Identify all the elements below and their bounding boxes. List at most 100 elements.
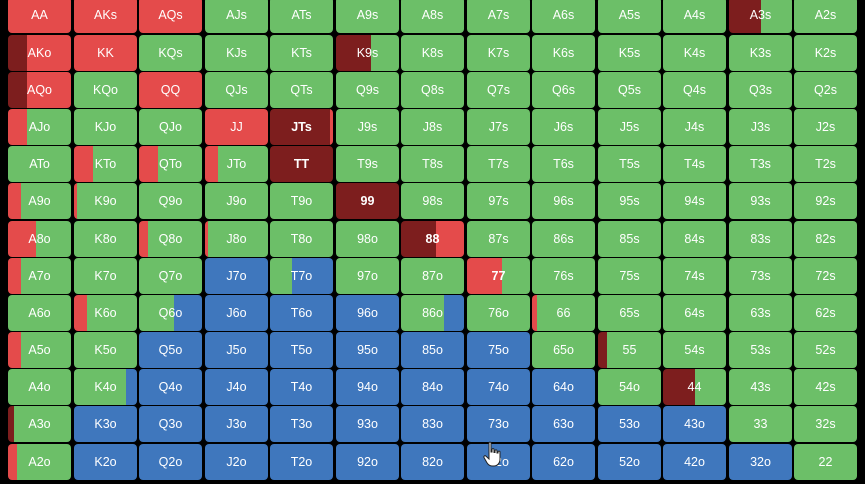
hand-cell-QJs[interactable]: QJs bbox=[205, 72, 268, 108]
hand-cell-T3s[interactable]: T3s bbox=[729, 146, 792, 182]
hand-cell-53o[interactable]: 53o bbox=[598, 406, 661, 442]
hand-cell-64s[interactable]: 64s bbox=[663, 295, 726, 331]
hand-cell-ATo[interactable]: ATo bbox=[8, 146, 71, 182]
hand-cell-98o[interactable]: 98o bbox=[336, 221, 399, 257]
hand-cell-82s[interactable]: 82s bbox=[794, 221, 857, 257]
hand-cell-66[interactable]: 66 bbox=[532, 295, 595, 331]
hand-cell-T6s[interactable]: T6s bbox=[532, 146, 595, 182]
hand-cell-96o[interactable]: 96o bbox=[336, 295, 399, 331]
hand-cell-Q5o[interactable]: Q5o bbox=[139, 332, 202, 368]
hand-cell-87s[interactable]: 87s bbox=[467, 221, 530, 257]
hand-cell-K9o[interactable]: K9o bbox=[74, 183, 137, 219]
hand-cell-A6o[interactable]: A6o bbox=[8, 295, 71, 331]
hand-cell-A4o[interactable]: A4o bbox=[8, 369, 71, 405]
hand-cell-83s[interactable]: 83s bbox=[729, 221, 792, 257]
hand-cell-22[interactable]: 22 bbox=[794, 444, 857, 480]
hand-cell-T5o[interactable]: T5o bbox=[270, 332, 333, 368]
hand-cell-K4o[interactable]: K4o bbox=[74, 369, 137, 405]
hand-cell-Q8s[interactable]: Q8s bbox=[401, 72, 464, 108]
hand-cell-92s[interactable]: 92s bbox=[794, 183, 857, 219]
hand-cell-K8s[interactable]: K8s bbox=[401, 35, 464, 71]
hand-cell-54o[interactable]: 54o bbox=[598, 369, 661, 405]
hand-cell-Q4o[interactable]: Q4o bbox=[139, 369, 202, 405]
hand-cell-JJ[interactable]: JJ bbox=[205, 109, 268, 145]
hand-cell-63s[interactable]: 63s bbox=[729, 295, 792, 331]
hand-cell-K3o[interactable]: K3o bbox=[74, 406, 137, 442]
hand-cell-65o[interactable]: 65o bbox=[532, 332, 595, 368]
hand-cell-ATs[interactable]: ATs bbox=[270, 0, 333, 33]
hand-cell-A3s[interactable]: A3s bbox=[729, 0, 792, 33]
hand-cell-54s[interactable]: 54s bbox=[663, 332, 726, 368]
hand-cell-Q3s[interactable]: Q3s bbox=[729, 72, 792, 108]
hand-cell-52o[interactable]: 52o bbox=[598, 444, 661, 480]
hand-cell-55[interactable]: 55 bbox=[598, 332, 661, 368]
hand-cell-JTo[interactable]: JTo bbox=[205, 146, 268, 182]
hand-cell-Q9s[interactable]: Q9s bbox=[336, 72, 399, 108]
hand-cell-75o[interactable]: 75o bbox=[467, 332, 530, 368]
hand-cell-K7s[interactable]: K7s bbox=[467, 35, 530, 71]
hand-cell-A5o[interactable]: A5o bbox=[8, 332, 71, 368]
hand-cell-96s[interactable]: 96s bbox=[532, 183, 595, 219]
hand-cell-Q6o[interactable]: Q6o bbox=[139, 295, 202, 331]
hand-cell-K4s[interactable]: K4s bbox=[663, 35, 726, 71]
hand-cell-A9s[interactable]: A9s bbox=[336, 0, 399, 33]
hand-cell-33[interactable]: 33 bbox=[729, 406, 792, 442]
hand-cell-94s[interactable]: 94s bbox=[663, 183, 726, 219]
hand-cell-85s[interactable]: 85s bbox=[598, 221, 661, 257]
hand-cell-T2o[interactable]: T2o bbox=[270, 444, 333, 480]
hand-cell-83o[interactable]: 83o bbox=[401, 406, 464, 442]
hand-cell-J4o[interactable]: J4o bbox=[205, 369, 268, 405]
hand-cell-K6s[interactable]: K6s bbox=[532, 35, 595, 71]
hand-cell-A9o[interactable]: A9o bbox=[8, 183, 71, 219]
hand-cell-T7s[interactable]: T7s bbox=[467, 146, 530, 182]
hand-cell-95o[interactable]: 95o bbox=[336, 332, 399, 368]
hand-cell-KTo[interactable]: KTo bbox=[74, 146, 137, 182]
hand-cell-T9o[interactable]: T9o bbox=[270, 183, 333, 219]
hand-cell-AKs[interactable]: AKs bbox=[74, 0, 137, 33]
hand-cell-K5o[interactable]: K5o bbox=[74, 332, 137, 368]
hand-cell-64o[interactable]: 64o bbox=[532, 369, 595, 405]
hand-cell-73o[interactable]: 73o bbox=[467, 406, 530, 442]
hand-cell-J5s[interactable]: J5s bbox=[598, 109, 661, 145]
hand-cell-KJs[interactable]: KJs bbox=[205, 35, 268, 71]
hand-cell-KTs[interactable]: KTs bbox=[270, 35, 333, 71]
hand-cell-93o[interactable]: 93o bbox=[336, 406, 399, 442]
hand-cell-86s[interactable]: 86s bbox=[532, 221, 595, 257]
hand-cell-AQo[interactable]: AQo bbox=[8, 72, 71, 108]
hand-cell-J9s[interactable]: J9s bbox=[336, 109, 399, 145]
hand-cell-J7s[interactable]: J7s bbox=[467, 109, 530, 145]
hand-cell-AQs[interactable]: AQs bbox=[139, 0, 202, 33]
hand-cell-84o[interactable]: 84o bbox=[401, 369, 464, 405]
hand-cell-KQs[interactable]: KQs bbox=[139, 35, 202, 71]
hand-cell-A7s[interactable]: A7s bbox=[467, 0, 530, 33]
hand-cell-J3s[interactable]: J3s bbox=[729, 109, 792, 145]
hand-cell-KQo[interactable]: KQo bbox=[74, 72, 137, 108]
hand-cell-JTs[interactable]: JTs bbox=[270, 109, 333, 145]
hand-cell-43s[interactable]: 43s bbox=[729, 369, 792, 405]
hand-cell-Q6s[interactable]: Q6s bbox=[532, 72, 595, 108]
hand-cell-97s[interactable]: 97s bbox=[467, 183, 530, 219]
hand-cell-95s[interactable]: 95s bbox=[598, 183, 661, 219]
hand-cell-A6s[interactable]: A6s bbox=[532, 0, 595, 33]
hand-cell-42s[interactable]: 42s bbox=[794, 369, 857, 405]
hand-cell-K6o[interactable]: K6o bbox=[74, 295, 137, 331]
hand-cell-KJo[interactable]: KJo bbox=[74, 109, 137, 145]
hand-cell-Q5s[interactable]: Q5s bbox=[598, 72, 661, 108]
hand-cell-72s[interactable]: 72s bbox=[794, 258, 857, 294]
hand-cell-Q7s[interactable]: Q7s bbox=[467, 72, 530, 108]
hand-cell-K3s[interactable]: K3s bbox=[729, 35, 792, 71]
hand-cell-Q9o[interactable]: Q9o bbox=[139, 183, 202, 219]
hand-cell-K8o[interactable]: K8o bbox=[74, 221, 137, 257]
hand-cell-J2o[interactable]: J2o bbox=[205, 444, 268, 480]
hand-cell-QJo[interactable]: QJo bbox=[139, 109, 202, 145]
hand-cell-97o[interactable]: 97o bbox=[336, 258, 399, 294]
hand-cell-AKo[interactable]: AKo bbox=[8, 35, 71, 71]
hand-cell-T2s[interactable]: T2s bbox=[794, 146, 857, 182]
hand-cell-65s[interactable]: 65s bbox=[598, 295, 661, 331]
hand-cell-75s[interactable]: 75s bbox=[598, 258, 661, 294]
hand-cell-TT[interactable]: TT bbox=[270, 146, 333, 182]
hand-cell-QQ[interactable]: QQ bbox=[139, 72, 202, 108]
hand-cell-T4o[interactable]: T4o bbox=[270, 369, 333, 405]
hand-cell-42o[interactable]: 42o bbox=[663, 444, 726, 480]
hand-cell-QTs[interactable]: QTs bbox=[270, 72, 333, 108]
